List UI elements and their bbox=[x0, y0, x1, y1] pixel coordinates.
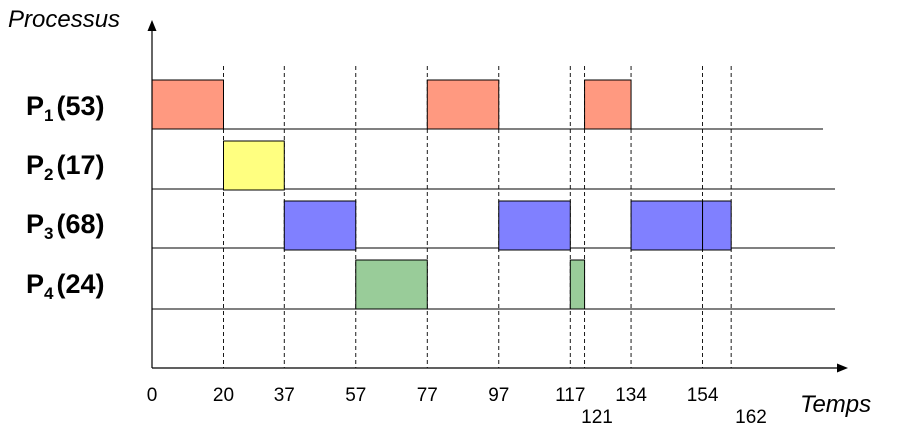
execution-bar-p1 bbox=[151, 79, 224, 130]
execution-bar-p4 bbox=[569, 259, 586, 310]
axes bbox=[147, 20, 848, 373]
execution-bar-p1 bbox=[426, 79, 500, 130]
execution-bar-p3 bbox=[498, 200, 571, 251]
time-tick-label: 121 bbox=[581, 407, 613, 428]
process-burst: (24) bbox=[56, 269, 104, 299]
time-tick-label: 154 bbox=[687, 385, 719, 406]
process-name: P bbox=[26, 269, 44, 299]
time-tick-label: 134 bbox=[615, 385, 647, 406]
y-axis-title: Processus bbox=[8, 6, 120, 33]
time-tick-label: 77 bbox=[417, 385, 438, 406]
time-tick-label: 20 bbox=[213, 385, 234, 406]
process-burst: (68) bbox=[56, 209, 104, 239]
execution-bar-p3 bbox=[283, 200, 357, 251]
execution-bars bbox=[151, 79, 732, 310]
process-label-p2: P2 (17) bbox=[26, 150, 105, 184]
execution-bar-p3 bbox=[630, 200, 704, 251]
process-index: 3 bbox=[44, 224, 53, 243]
process-index: 4 bbox=[44, 284, 54, 303]
execution-bar-p2 bbox=[223, 140, 285, 191]
time-tick-label: 97 bbox=[488, 385, 509, 406]
process-name: P bbox=[26, 150, 44, 180]
time-tick-label: 0 bbox=[147, 385, 158, 406]
process-name: P bbox=[26, 209, 44, 239]
process-index: 2 bbox=[44, 165, 53, 184]
process-label-p4: P4 (24) bbox=[26, 269, 105, 303]
y-axis-arrow-icon bbox=[147, 20, 157, 31]
time-tick-label: 57 bbox=[345, 385, 366, 406]
execution-bar-p3 bbox=[702, 200, 732, 251]
time-tick-label: 37 bbox=[274, 385, 295, 406]
time-tick-label: 117 bbox=[555, 385, 585, 406]
process-burst: (53) bbox=[56, 91, 104, 121]
process-label-p1: P1 (53) bbox=[26, 91, 105, 125]
process-name: P bbox=[26, 91, 44, 121]
time-tick-label: 162 bbox=[735, 407, 767, 428]
process-label-p3: P3 (68) bbox=[26, 209, 105, 243]
execution-bar-p4 bbox=[355, 259, 428, 310]
x-axis-title: Temps bbox=[800, 391, 871, 418]
process-burst: (17) bbox=[56, 150, 104, 180]
process-labels: P1 (53)P2 (17)P3 (68)P4 (24) bbox=[26, 91, 105, 303]
x-axis-arrow-icon bbox=[837, 363, 848, 373]
execution-bar-p1 bbox=[584, 79, 632, 130]
process-index: 1 bbox=[44, 106, 53, 125]
